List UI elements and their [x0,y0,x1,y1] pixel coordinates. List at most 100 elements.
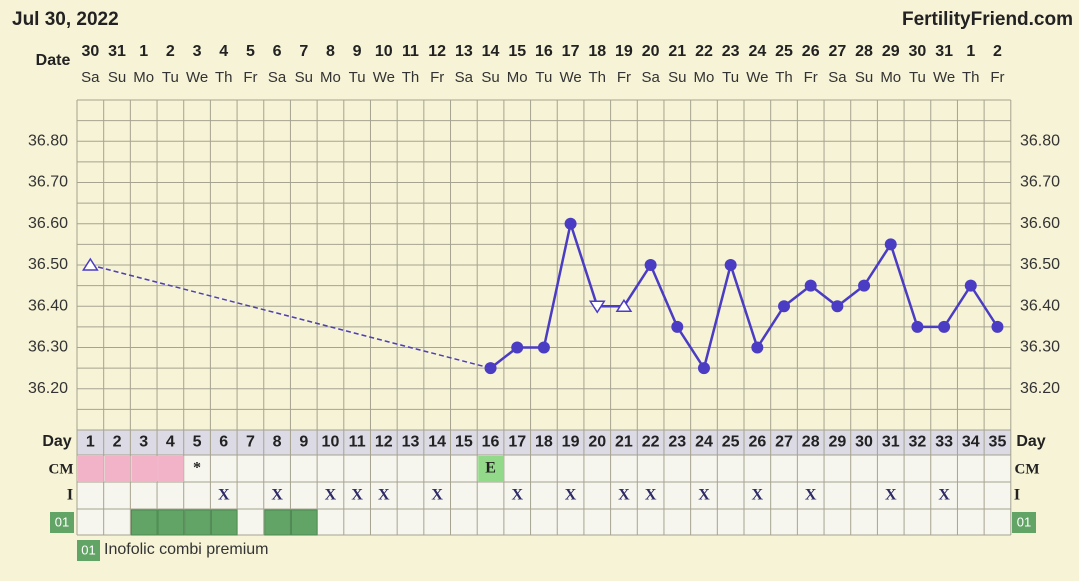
day-label: Day [42,433,71,450]
cm-cell [131,456,158,482]
y-tick-label: 36.30 [28,339,68,356]
day-number: 34 [962,434,980,451]
weekday-label: Mo [880,69,901,86]
day-number: 4 [166,434,175,451]
date-label: 9 [353,43,362,60]
y-tick-label: 36.40 [28,297,68,314]
day-number: 30 [855,434,873,451]
day-row [77,430,1011,455]
day-number: 5 [193,434,202,451]
date-label: 12 [428,43,446,60]
weekday-label: Fr [990,69,1004,86]
day-number: 24 [695,434,713,451]
date-label: 11 [402,43,419,60]
day-number: 19 [562,434,580,451]
day-number: 33 [935,434,953,451]
weekday-label: Su [668,69,686,86]
temperature-point [964,279,977,292]
day-label: Day [1016,433,1045,450]
date-label: 28 [855,43,873,60]
weekday-label: Th [775,69,793,86]
weekday-label: Fr [243,69,257,86]
y-tick-label: 36.40 [1020,297,1060,314]
site-name: FertilityFriend.com [902,9,1073,30]
y-tick-label: 36.70 [1020,174,1060,191]
day-number: 31 [882,434,900,451]
date-label: 15 [508,43,526,60]
date-label: 6 [273,43,282,60]
date-label: 17 [562,43,580,60]
y-tick-label: 36.30 [1020,339,1060,356]
date-label: 31 [108,43,126,60]
temperature-point [511,341,524,354]
date-label: 19 [615,43,633,60]
legend-code: 01 [81,542,95,557]
temperature-point [884,238,897,251]
temperature-point [911,320,924,333]
intercourse-mark: X [752,487,764,504]
intercourse-mark: X [218,487,230,504]
day-number: 18 [535,434,553,451]
med-code: 01 [1017,514,1031,529]
temperature-gap-line [90,264,491,369]
i-label: I [67,487,73,504]
y-tick-label: 36.80 [1020,132,1060,149]
legend-box [77,540,100,561]
date-label: 31 [935,43,953,60]
weekday-label: Sa [641,69,660,86]
temperature-line [489,218,999,372]
day-number: 25 [722,434,740,451]
temperature-point [537,341,550,354]
temperature-point [615,298,633,312]
weekday-label: We [373,69,395,86]
date-label: 21 [668,43,686,60]
day-number: 23 [668,434,686,451]
y-tick-label: 36.20 [1020,380,1060,397]
intercourse-mark: X [378,487,390,504]
temperature-point [751,341,764,354]
intercourse-mark: X [805,487,817,504]
intercourse-mark: X [431,487,443,504]
cm-label: CM [1015,461,1040,477]
date-label: 8 [326,43,335,60]
temperature-point [938,320,951,333]
date-label: 18 [588,43,606,60]
weekday-label: Fr [617,69,631,86]
weekday-label: Su [108,69,126,86]
y-tick-label: 36.70 [28,174,68,191]
med-cell [157,509,185,536]
date-label: 1 [139,43,148,60]
day-number: 9 [299,434,308,451]
cm-cell [104,456,131,482]
date-label: 2 [993,43,1002,60]
intercourse-mark: X [645,487,657,504]
day-number: 11 [349,434,366,451]
day-number: 14 [428,434,446,451]
date-label: 13 [455,43,473,60]
med-cell [184,509,211,536]
date-label: 10 [375,43,393,60]
weekday-label: We [186,69,208,86]
intercourse-mark: X [565,487,577,504]
weekday-label: Th [962,69,980,86]
cm-entry: E [485,460,496,477]
cm-label: CM [49,461,74,477]
date-label: 29 [882,43,900,60]
legend-text: Inofolic combi premium [104,541,269,558]
day-number: 35 [989,434,1007,451]
day-number: 3 [139,434,148,451]
date-label: 20 [642,43,660,60]
day-number: 26 [748,434,766,451]
date-label: Date [36,52,71,69]
weekday-label: We [559,69,581,86]
date-label: 5 [246,43,255,60]
y-tick-label: 36.80 [28,132,68,149]
weekday-label: Su [855,69,873,86]
day-number: 7 [246,434,255,451]
i-label: I [1014,487,1020,504]
weekday-label: Fr [430,69,444,86]
temperature-point [588,300,606,314]
weekday-label: Su [481,69,499,86]
date-label: 2 [166,43,175,60]
